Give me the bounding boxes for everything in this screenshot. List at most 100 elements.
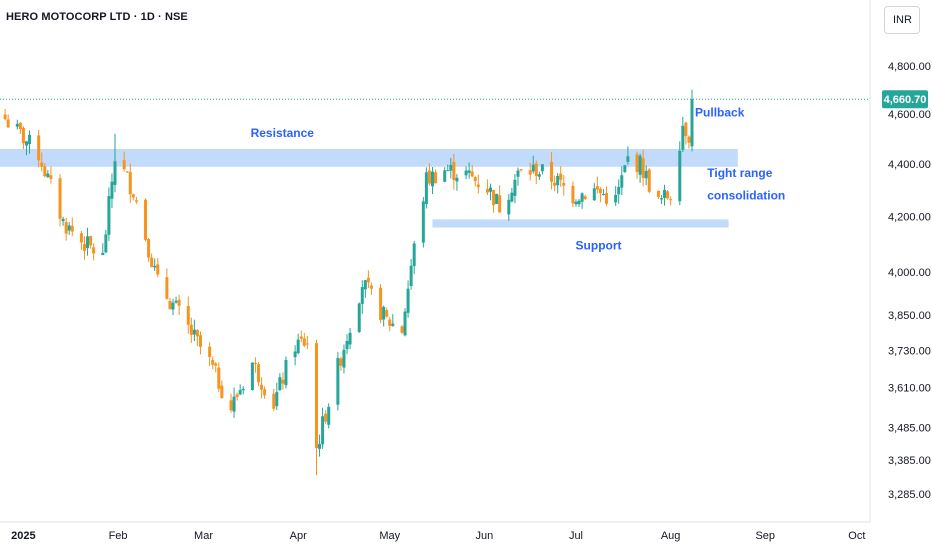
candle-body [153, 265, 157, 268]
candle-body [150, 257, 154, 268]
candle-body [302, 338, 306, 346]
candle [195, 329, 199, 347]
candle-body [455, 177, 459, 182]
price-tick-label: 3,285.00 [888, 489, 931, 501]
candle-body [647, 169, 651, 192]
candle [235, 392, 239, 401]
candle-body [339, 358, 343, 366]
candle-body [669, 199, 673, 201]
candle [314, 339, 318, 476]
price-tick-label: 4,600.00 [888, 109, 931, 121]
candle-body [519, 169, 523, 171]
candle [6, 114, 10, 129]
last-price-badge [882, 90, 928, 109]
candle-body [314, 343, 318, 448]
time-tick-label: May [379, 530, 400, 542]
time-axis[interactable]: 2025 Feb Mar Apr May Jun Jul Aug Sep Oct [11, 530, 865, 542]
candle [24, 140, 28, 156]
candle [498, 185, 502, 213]
candle-body [272, 393, 276, 409]
candle-body [28, 134, 32, 144]
time-tick-label: Jun [476, 530, 494, 542]
price-axis[interactable]: 4,800.00 4,600.00 4,400.00 4,200.00 4,000.00… [888, 61, 931, 501]
candle-body [79, 233, 83, 243]
candle [659, 195, 663, 204]
candle-body [598, 188, 602, 194]
candle [37, 129, 41, 168]
candle [263, 386, 267, 399]
candle [537, 171, 541, 180]
candle-body [357, 303, 361, 333]
candle [605, 186, 609, 206]
candle [669, 196, 673, 206]
candle-body [296, 339, 300, 354]
candle [110, 173, 114, 208]
candle-body [82, 243, 86, 252]
candle-body [360, 287, 364, 304]
candle [46, 169, 50, 178]
candle-body [229, 400, 233, 411]
candle-body [681, 125, 685, 150]
price-tick-label: 3,485.00 [888, 422, 931, 434]
candle-body [431, 171, 434, 187]
candle [327, 403, 331, 429]
candle [379, 284, 383, 324]
candle [623, 165, 627, 173]
candle-body [403, 311, 407, 336]
candle [507, 194, 511, 221]
candle [168, 297, 172, 310]
candle [598, 187, 602, 203]
candle [348, 327, 352, 350]
candle-body [61, 218, 65, 222]
candle-body [101, 252, 105, 256]
candle [214, 362, 218, 373]
candle [666, 190, 670, 200]
candle-body [592, 188, 596, 201]
candle-body [467, 170, 471, 173]
time-tick-label: Aug [661, 530, 681, 542]
resistance-zone [0, 148, 738, 167]
candle-body [473, 177, 477, 182]
candle-body [125, 171, 129, 173]
candle-body [253, 362, 257, 364]
candle-body [46, 173, 50, 178]
candle [232, 387, 236, 418]
candle-body [198, 335, 202, 347]
candle-body [583, 196, 587, 199]
candle-body [177, 299, 181, 306]
support-label: Support [576, 238, 622, 252]
candle [531, 155, 535, 174]
candle [626, 146, 630, 165]
candle [382, 305, 386, 327]
candle [464, 166, 468, 180]
candle-body [278, 377, 282, 391]
candle-body [369, 285, 373, 289]
candle [617, 179, 621, 204]
candle-body [678, 150, 682, 202]
candle-body [687, 136, 691, 143]
candle-body [220, 385, 224, 399]
candle-body [263, 389, 267, 396]
currency-selector[interactable]: INR [884, 6, 920, 34]
price-tick-label: 3,730.00 [888, 346, 931, 358]
candle-body [86, 236, 90, 249]
candle-body [641, 158, 645, 179]
candle [601, 189, 605, 196]
candle [656, 190, 660, 199]
candle [357, 302, 361, 333]
candle [431, 167, 434, 195]
candle [339, 356, 343, 371]
candle-body [626, 156, 630, 162]
candle-body [485, 189, 489, 193]
candle [556, 172, 560, 194]
candle [174, 296, 178, 304]
candle-body [211, 360, 215, 365]
candle-body [37, 135, 41, 161]
candle [272, 388, 276, 412]
candle [18, 122, 22, 135]
zones-layer [0, 148, 738, 228]
candle [409, 258, 413, 290]
candle-body [147, 238, 151, 258]
candle [113, 133, 117, 193]
